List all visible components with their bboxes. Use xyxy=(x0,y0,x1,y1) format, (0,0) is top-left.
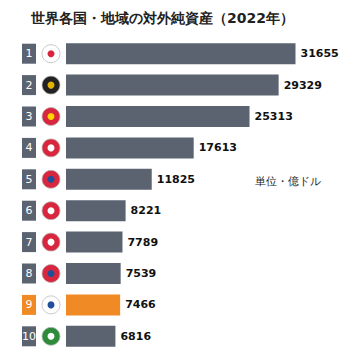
svg-text:6816: 6816 xyxy=(120,330,151,343)
svg-text:11825: 11825 xyxy=(157,173,195,186)
svg-text:3: 3 xyxy=(26,110,33,123)
svg-text:単位・億ドル: 単位・億ドル xyxy=(255,175,321,188)
svg-text:5: 5 xyxy=(26,173,33,186)
svg-text:2: 2 xyxy=(26,79,33,92)
svg-text:1: 1 xyxy=(26,47,33,60)
svg-text:8: 8 xyxy=(26,267,33,280)
svg-text:7789: 7789 xyxy=(127,236,158,249)
svg-text:29329: 29329 xyxy=(284,79,322,92)
svg-text:8221: 8221 xyxy=(131,204,162,217)
svg-text:17613: 17613 xyxy=(199,141,237,154)
svg-text:9: 9 xyxy=(26,298,33,311)
svg-text:7539: 7539 xyxy=(126,267,157,280)
svg-text:4: 4 xyxy=(26,141,33,154)
svg-text:10: 10 xyxy=(22,330,36,343)
svg-text:31655: 31655 xyxy=(300,47,338,60)
svg-text:6: 6 xyxy=(26,204,33,217)
svg-text:7466: 7466 xyxy=(125,298,156,311)
svg-text:25313: 25313 xyxy=(255,110,293,123)
svg-text:7: 7 xyxy=(26,236,33,249)
svg-text:世界各国・地域の対外純資産（2022年）: 世界各国・地域の対外純資産（2022年） xyxy=(30,10,294,26)
